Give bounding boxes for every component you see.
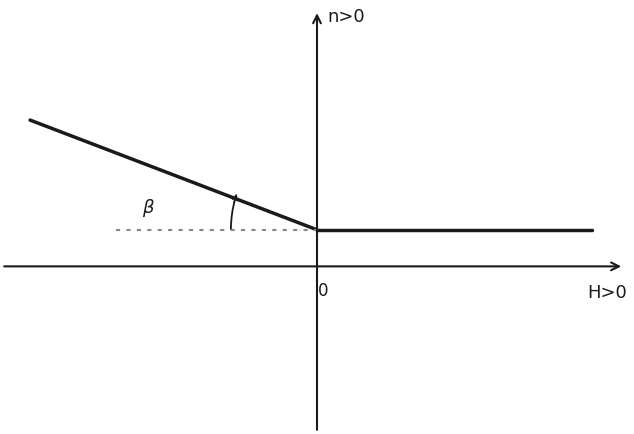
Text: 0: 0: [318, 281, 328, 299]
Text: β: β: [142, 198, 153, 216]
Text: n>0: n>0: [327, 8, 365, 26]
Text: H>0: H>0: [587, 283, 627, 301]
